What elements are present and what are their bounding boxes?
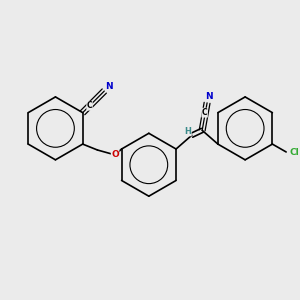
Text: N: N	[205, 92, 213, 101]
Text: N: N	[105, 82, 113, 91]
Text: C: C	[87, 101, 92, 110]
Text: O: O	[111, 150, 119, 159]
Text: Cl: Cl	[289, 148, 299, 158]
Text: C: C	[202, 108, 207, 117]
Text: H: H	[184, 127, 191, 136]
